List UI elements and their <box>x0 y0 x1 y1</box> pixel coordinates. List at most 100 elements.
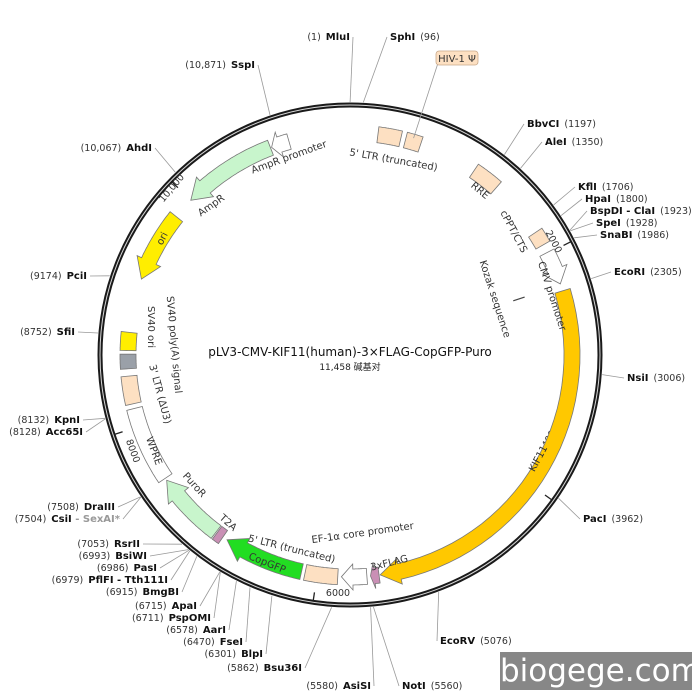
enzyme-site-bsu36i[interactable]: (5862) Bsu36I <box>227 663 302 674</box>
feature-ori[interactable] <box>136 211 184 280</box>
feature-cppt-cts[interactable] <box>528 227 551 250</box>
enzyme-site-spei[interactable]: SpeI (1928) <box>596 218 657 229</box>
feature-sv40-poly-a-signal[interactable] <box>119 353 137 370</box>
enzyme-line <box>213 572 221 619</box>
tick-mark <box>114 431 123 435</box>
enzyme-name: SphI <box>390 32 415 43</box>
tick-label: 6000 <box>326 588 350 599</box>
enzyme-line <box>159 549 190 569</box>
enzyme-name: PciI <box>67 271 87 282</box>
enzyme-position: (5076) <box>480 636 512 647</box>
feature-wpre[interactable] <box>126 406 173 484</box>
enzyme-site-sphi[interactable]: SphI (96) <box>390 32 440 43</box>
enzyme-position: (6578) <box>166 625 198 636</box>
enzyme-position: (6711) <box>132 613 164 624</box>
enzyme-site-kpni[interactable]: (8132) KpnI <box>18 415 80 426</box>
enzyme-position: (1986) <box>637 230 669 241</box>
feature-3xflag[interactable] <box>370 562 381 589</box>
feature-hiv-1[interactable] <box>402 131 424 153</box>
enzyme-name: ApaI <box>172 601 197 612</box>
feature-ef-1-core-promoter[interactable] <box>340 562 368 592</box>
enzyme-site-ecori[interactable]: EcoRI (2305) <box>614 267 682 278</box>
enzyme-site-fsei[interactable]: (6470) FseI <box>183 637 243 648</box>
enzyme-name: BsiWI <box>115 551 147 562</box>
enzyme-line <box>569 210 588 231</box>
enzyme-line <box>82 417 106 421</box>
enzyme-site-bspdi-clai[interactable]: BspDI - ClaI (1923) <box>590 206 692 217</box>
feature-ampr[interactable] <box>190 139 274 201</box>
enzyme-site-bmgbi[interactable]: (6915) BmgBI <box>106 587 179 598</box>
enzyme-position: (6301) <box>204 649 236 660</box>
enzyme-line <box>602 374 625 379</box>
enzyme-site-blpi[interactable]: (6301) BlpI <box>204 649 263 660</box>
enzyme-line <box>245 587 251 643</box>
enzyme-name: SnaBI <box>600 230 632 241</box>
enzyme-name: AhdI <box>126 143 152 154</box>
enzyme-position: (6993) <box>79 551 111 562</box>
enzyme-position: (8132) <box>18 415 50 426</box>
enzyme-site-acc65i[interactable]: (8128) Acc65I <box>9 427 83 438</box>
enzyme-site-pcii[interactable]: (9174) PciI <box>30 271 87 282</box>
feature-cmv-promoter[interactable] <box>539 248 568 285</box>
enzyme-site-pspomi[interactable]: (6711) PspOMI <box>132 613 211 624</box>
feature-sv40-ori[interactable] <box>119 331 138 352</box>
enzyme-name: KpnI <box>54 415 80 426</box>
enzyme-name: BmgBI <box>142 587 179 598</box>
enzyme-site-draiii[interactable]: (7508) DraIII <box>47 502 115 513</box>
enzyme-site-csii[interactable]: (7504) CsiI - SexAI* <box>15 514 121 525</box>
enzyme-name: RsrII <box>114 539 140 550</box>
enzyme-position: (5580) <box>306 681 338 692</box>
enzyme-site-ecorv[interactable]: EcoRV (5076) <box>440 636 512 647</box>
tick-mark <box>563 241 571 247</box>
feature-puror[interactable] <box>166 479 222 539</box>
enzyme-site-mlui[interactable]: (1) MluI <box>307 32 350 43</box>
enzyme-site-kfli[interactable]: KflI (1706) <box>578 182 633 193</box>
feature-label: 5' LTR (truncated) <box>349 147 439 173</box>
enzyme-position: (3006) <box>653 373 685 384</box>
enzyme-site-alei[interactable]: AleI (1350) <box>545 137 603 148</box>
watermark: biogege.com <box>500 652 700 690</box>
enzyme-position: (1928) <box>626 218 658 229</box>
enzyme-position: (1197) <box>564 119 596 130</box>
tick-mark <box>312 592 316 601</box>
enzyme-site-paci[interactable]: PacI (3962) <box>583 514 643 525</box>
enzyme-site-bsiwi[interactable]: (6993) BsiWI <box>79 551 147 562</box>
enzyme-site-apai[interactable]: (6715) ApaI <box>135 601 197 612</box>
enzyme-position: (9174) <box>30 271 62 282</box>
enzyme-name: PspOMI <box>169 613 211 624</box>
enzyme-site-asisi[interactable]: (5580) AsiSI <box>306 681 371 692</box>
enzyme-site-sfii[interactable]: (8752) SfiI <box>20 327 75 338</box>
enzyme-site-nsii[interactable]: NsiI (3006) <box>627 373 685 384</box>
enzyme-site-ahdi[interactable]: (10,067) AhdI <box>81 143 152 154</box>
feature-rre[interactable] <box>468 163 502 195</box>
feature-kozak-sequence[interactable] <box>513 296 525 302</box>
enzyme-position: (6986) <box>97 563 129 574</box>
enzyme-site-pasi[interactable]: (6986) PasI <box>97 563 157 574</box>
tick-mark <box>544 494 552 501</box>
enzyme-site-sspi[interactable]: (10,871) SspI <box>185 60 255 71</box>
enzyme-site-snabi[interactable]: SnaBI (1986) <box>600 230 669 241</box>
enzyme-position: (7508) <box>47 502 79 513</box>
enzyme-site-pflfi-tth111i[interactable]: (6979) PflFI - Tth111I <box>52 575 168 586</box>
enzyme-name: AarI <box>203 625 226 636</box>
enzyme-site-hpai[interactable]: HpaI (1800) <box>585 194 648 205</box>
enzyme-line <box>77 331 99 334</box>
feature-kif11[interactable] <box>379 287 581 585</box>
tick-mark <box>171 181 179 189</box>
feature-5-ltr-truncated[interactable] <box>303 564 339 585</box>
enzyme-site-aari[interactable]: (6578) AarI <box>166 625 226 636</box>
feature-5-ltr-truncated[interactable] <box>376 126 403 148</box>
enzyme-site-rsrii[interactable]: (7053) RsrII <box>77 539 140 550</box>
enzyme-line <box>257 64 271 116</box>
enzyme-line <box>199 571 221 607</box>
enzyme-site-bbvci[interactable]: BbvCI (1197) <box>527 119 596 130</box>
enzyme-site-noti[interactable]: NotI (5560) <box>402 681 462 692</box>
enzyme-name: PacI <box>583 514 606 525</box>
feature-copgfp[interactable] <box>226 538 304 580</box>
feature-3-ltr-u3[interactable] <box>120 374 142 406</box>
feature-t2a[interactable] <box>211 525 229 545</box>
enzyme-line <box>504 123 525 155</box>
enzyme-name: Bsu36I <box>264 663 302 674</box>
feature-ampr-promoter[interactable] <box>271 130 292 159</box>
enzyme-name: SspI <box>231 60 255 71</box>
